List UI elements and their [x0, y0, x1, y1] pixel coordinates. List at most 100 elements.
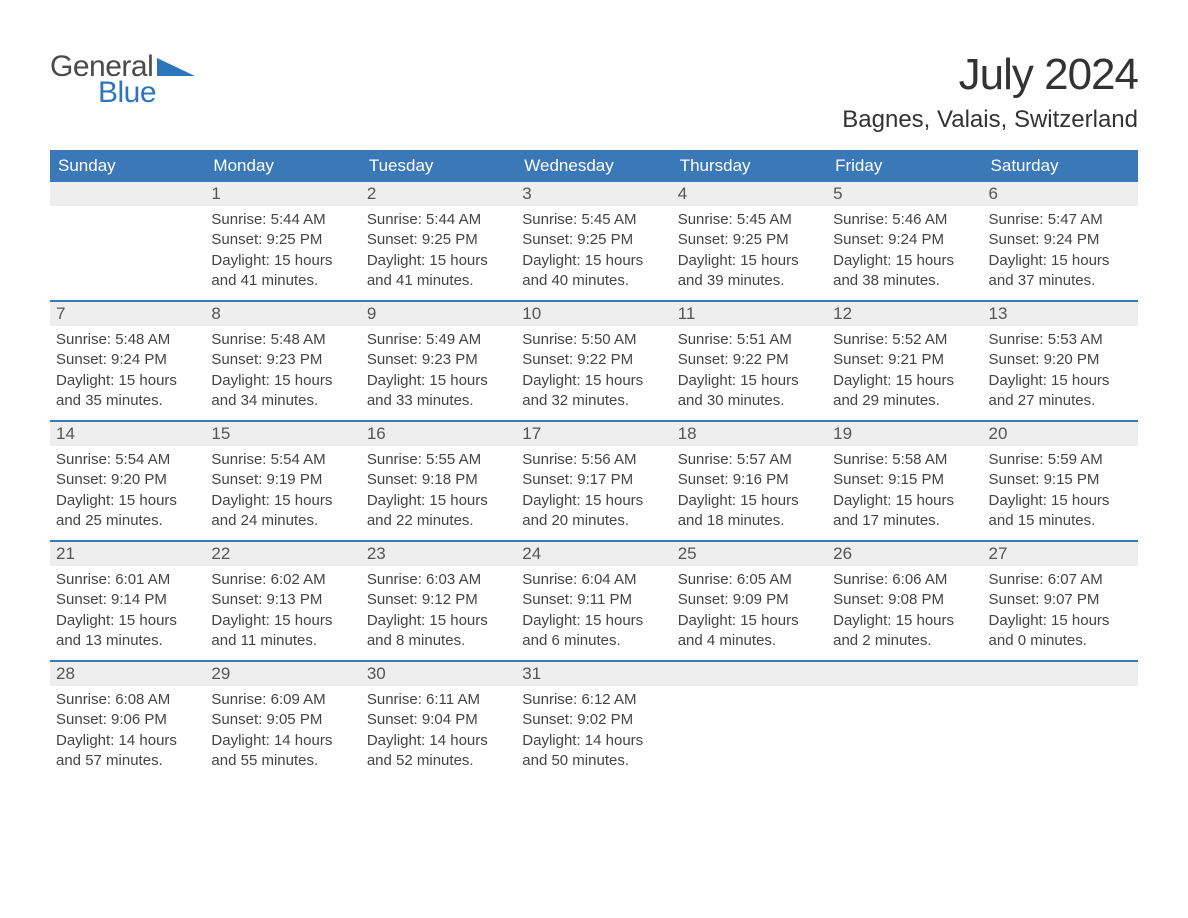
- day-number: 14: [50, 422, 205, 446]
- sunrise-text: Sunrise: 6:08 AM: [56, 690, 199, 710]
- day-cell: 5Sunrise: 5:46 AMSunset: 9:24 PMDaylight…: [827, 182, 982, 300]
- sunrise-text: Sunrise: 5:58 AM: [833, 450, 976, 470]
- day-cell: 26Sunrise: 6:06 AMSunset: 9:08 PMDayligh…: [827, 542, 982, 660]
- daylight-text: Daylight: 15 hours and 35 minutes.: [56, 371, 199, 412]
- sunrise-text: Sunrise: 5:48 AM: [211, 330, 354, 350]
- day-details: Sunrise: 5:45 AMSunset: 9:25 PMDaylight:…: [672, 206, 827, 299]
- day-cell: 30Sunrise: 6:11 AMSunset: 9:04 PMDayligh…: [361, 662, 516, 780]
- day-details: Sunrise: 6:08 AMSunset: 9:06 PMDaylight:…: [50, 686, 205, 779]
- day-details: Sunrise: 6:01 AMSunset: 9:14 PMDaylight:…: [50, 566, 205, 659]
- sunrise-text: Sunrise: 6:05 AM: [678, 570, 821, 590]
- location: Bagnes, Valais, Switzerland: [842, 106, 1138, 134]
- day-cell: [672, 662, 827, 780]
- day-number: 5: [827, 182, 982, 206]
- day-cell: [50, 182, 205, 300]
- daylight-text: Daylight: 15 hours and 29 minutes.: [833, 371, 976, 412]
- sunrise-text: Sunrise: 6:03 AM: [367, 570, 510, 590]
- sunset-text: Sunset: 9:24 PM: [833, 230, 976, 250]
- day-details: Sunrise: 5:44 AMSunset: 9:25 PMDaylight:…: [205, 206, 360, 299]
- day-cell: 4Sunrise: 5:45 AMSunset: 9:25 PMDaylight…: [672, 182, 827, 300]
- week-row: 1Sunrise: 5:44 AMSunset: 9:25 PMDaylight…: [50, 182, 1138, 300]
- day-cell: 21Sunrise: 6:01 AMSunset: 9:14 PMDayligh…: [50, 542, 205, 660]
- sunrise-text: Sunrise: 5:49 AM: [367, 330, 510, 350]
- sunrise-text: Sunrise: 5:45 AM: [522, 210, 665, 230]
- sunset-text: Sunset: 9:14 PM: [56, 590, 199, 610]
- sunset-text: Sunset: 9:02 PM: [522, 710, 665, 730]
- sunset-text: Sunset: 9:05 PM: [211, 710, 354, 730]
- day-number: 15: [205, 422, 360, 446]
- day-number: 31: [516, 662, 671, 686]
- logo-text-blue: Blue: [98, 76, 156, 110]
- day-number: 26: [827, 542, 982, 566]
- day-details: Sunrise: 5:59 AMSunset: 9:15 PMDaylight:…: [983, 446, 1138, 539]
- week-row: 14Sunrise: 5:54 AMSunset: 9:20 PMDayligh…: [50, 420, 1138, 540]
- day-cell: 18Sunrise: 5:57 AMSunset: 9:16 PMDayligh…: [672, 422, 827, 540]
- daylight-text: Daylight: 15 hours and 8 minutes.: [367, 611, 510, 652]
- daylight-text: Daylight: 15 hours and 32 minutes.: [522, 371, 665, 412]
- day-cell: 25Sunrise: 6:05 AMSunset: 9:09 PMDayligh…: [672, 542, 827, 660]
- daylight-text: Daylight: 15 hours and 6 minutes.: [522, 611, 665, 652]
- daylight-text: Daylight: 15 hours and 0 minutes.: [989, 611, 1132, 652]
- day-details: Sunrise: 5:48 AMSunset: 9:23 PMDaylight:…: [205, 326, 360, 419]
- day-cell: 29Sunrise: 6:09 AMSunset: 9:05 PMDayligh…: [205, 662, 360, 780]
- sunset-text: Sunset: 9:24 PM: [56, 350, 199, 370]
- day-cell: 12Sunrise: 5:52 AMSunset: 9:21 PMDayligh…: [827, 302, 982, 420]
- day-header-row: Sunday Monday Tuesday Wednesday Thursday…: [50, 150, 1138, 182]
- day-number: 28: [50, 662, 205, 686]
- daylight-text: Daylight: 14 hours and 52 minutes.: [367, 731, 510, 772]
- daylight-text: Daylight: 15 hours and 4 minutes.: [678, 611, 821, 652]
- daylight-text: Daylight: 15 hours and 34 minutes.: [211, 371, 354, 412]
- sunrise-text: Sunrise: 5:54 AM: [56, 450, 199, 470]
- daylight-text: Daylight: 15 hours and 15 minutes.: [989, 491, 1132, 532]
- week-row: 21Sunrise: 6:01 AMSunset: 9:14 PMDayligh…: [50, 540, 1138, 660]
- weeks-container: 1Sunrise: 5:44 AMSunset: 9:25 PMDaylight…: [50, 182, 1138, 780]
- day-number: 21: [50, 542, 205, 566]
- sunset-text: Sunset: 9:12 PM: [367, 590, 510, 610]
- day-number: 7: [50, 302, 205, 326]
- day-details: Sunrise: 5:48 AMSunset: 9:24 PMDaylight:…: [50, 326, 205, 419]
- sunrise-text: Sunrise: 6:02 AM: [211, 570, 354, 590]
- day-cell: 2Sunrise: 5:44 AMSunset: 9:25 PMDaylight…: [361, 182, 516, 300]
- day-cell: 14Sunrise: 5:54 AMSunset: 9:20 PMDayligh…: [50, 422, 205, 540]
- day-number: 19: [827, 422, 982, 446]
- daylight-text: Daylight: 15 hours and 27 minutes.: [989, 371, 1132, 412]
- daylight-text: Daylight: 15 hours and 39 minutes.: [678, 251, 821, 292]
- logo-triangle-icon: [157, 54, 195, 76]
- sunrise-text: Sunrise: 6:06 AM: [833, 570, 976, 590]
- day-details: Sunrise: 5:51 AMSunset: 9:22 PMDaylight:…: [672, 326, 827, 419]
- day-cell: 3Sunrise: 5:45 AMSunset: 9:25 PMDaylight…: [516, 182, 671, 300]
- day-details: Sunrise: 6:05 AMSunset: 9:09 PMDaylight:…: [672, 566, 827, 659]
- daylight-text: Daylight: 14 hours and 57 minutes.: [56, 731, 199, 772]
- day-cell: 11Sunrise: 5:51 AMSunset: 9:22 PMDayligh…: [672, 302, 827, 420]
- day-details: Sunrise: 5:45 AMSunset: 9:25 PMDaylight:…: [516, 206, 671, 299]
- sunrise-text: Sunrise: 5:44 AM: [367, 210, 510, 230]
- day-cell: 27Sunrise: 6:07 AMSunset: 9:07 PMDayligh…: [983, 542, 1138, 660]
- sunrise-text: Sunrise: 5:44 AM: [211, 210, 354, 230]
- day-number: [50, 182, 205, 206]
- day-details: Sunrise: 6:09 AMSunset: 9:05 PMDaylight:…: [205, 686, 360, 779]
- day-cell: 23Sunrise: 6:03 AMSunset: 9:12 PMDayligh…: [361, 542, 516, 660]
- sunrise-text: Sunrise: 5:54 AM: [211, 450, 354, 470]
- sunset-text: Sunset: 9:16 PM: [678, 470, 821, 490]
- sunrise-text: Sunrise: 5:51 AM: [678, 330, 821, 350]
- day-header-saturday: Saturday: [983, 150, 1138, 182]
- sunset-text: Sunset: 9:22 PM: [522, 350, 665, 370]
- day-number: 3: [516, 182, 671, 206]
- sunset-text: Sunset: 9:21 PM: [833, 350, 976, 370]
- daylight-text: Daylight: 15 hours and 18 minutes.: [678, 491, 821, 532]
- day-number: 16: [361, 422, 516, 446]
- day-header-thursday: Thursday: [672, 150, 827, 182]
- week-row: 28Sunrise: 6:08 AMSunset: 9:06 PMDayligh…: [50, 660, 1138, 780]
- daylight-text: Daylight: 15 hours and 41 minutes.: [367, 251, 510, 292]
- day-details: Sunrise: 5:55 AMSunset: 9:18 PMDaylight:…: [361, 446, 516, 539]
- sunset-text: Sunset: 9:15 PM: [989, 470, 1132, 490]
- sunrise-text: Sunrise: 5:56 AM: [522, 450, 665, 470]
- day-cell: 15Sunrise: 5:54 AMSunset: 9:19 PMDayligh…: [205, 422, 360, 540]
- day-details: Sunrise: 5:53 AMSunset: 9:20 PMDaylight:…: [983, 326, 1138, 419]
- day-cell: 8Sunrise: 5:48 AMSunset: 9:23 PMDaylight…: [205, 302, 360, 420]
- sunrise-text: Sunrise: 6:01 AM: [56, 570, 199, 590]
- daylight-text: Daylight: 15 hours and 38 minutes.: [833, 251, 976, 292]
- day-number: 6: [983, 182, 1138, 206]
- day-header-friday: Friday: [827, 150, 982, 182]
- day-details: Sunrise: 5:44 AMSunset: 9:25 PMDaylight:…: [361, 206, 516, 299]
